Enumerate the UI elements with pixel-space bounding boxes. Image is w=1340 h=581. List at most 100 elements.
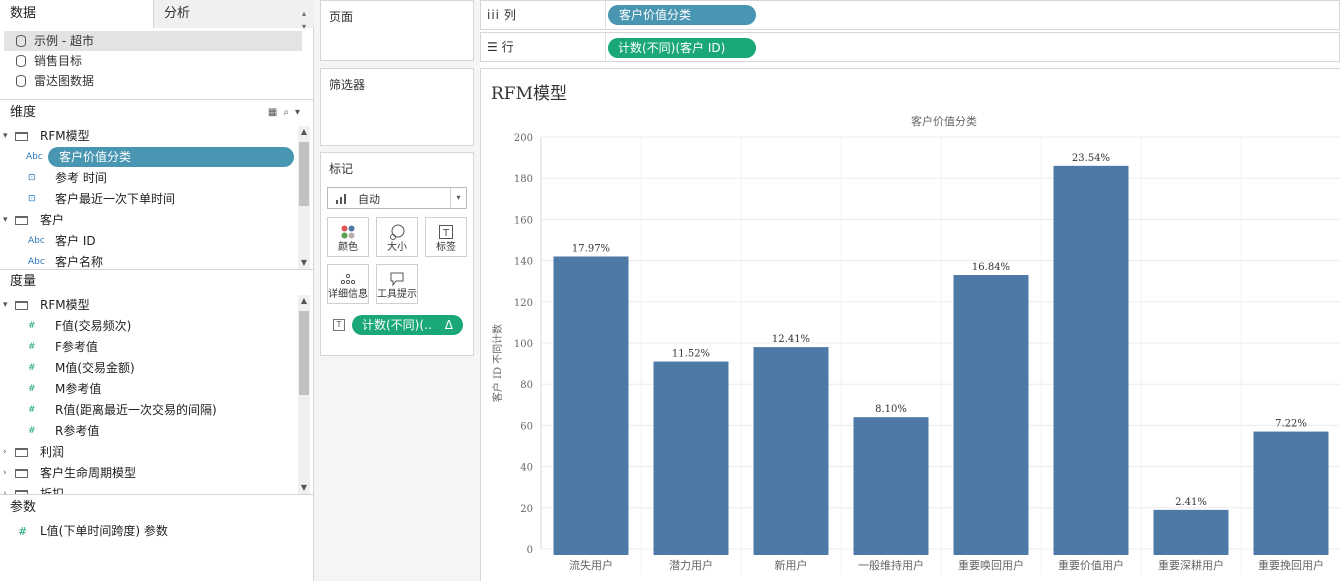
dropdown-arrow-icon[interactable]: ▾ [450, 188, 466, 208]
y-tick-label: 20 [520, 504, 533, 515]
tab-analysis[interactable]: 分析 ▴ ▾ [153, 0, 314, 31]
divider [0, 269, 314, 270]
search-icon[interactable]: ⌕ [283, 107, 295, 118]
measure-m-reference[interactable]: # M参考值 [0, 379, 298, 400]
label-label: 标签 [436, 242, 456, 253]
folder-label: RFM模型 [40, 298, 90, 312]
label-button[interactable]: T 标签 [425, 217, 467, 257]
tooltip-icon [390, 272, 404, 287]
field-customer-name[interactable]: Abc 客户名称 [0, 252, 298, 269]
scroll-thumb[interactable] [299, 311, 309, 395]
marks-title: 标记 [329, 162, 354, 176]
rows-pill[interactable]: 计数(不同)(客户 ID) [608, 38, 756, 58]
expand-caret-icon[interactable]: ▾ [3, 300, 8, 310]
bar [653, 361, 729, 555]
bar [1153, 509, 1229, 555]
collapse-caret-icon[interactable]: › [3, 489, 7, 494]
color-button[interactable]: 颜色 [327, 217, 369, 257]
text-label-icon: T [439, 225, 453, 239]
data-pane: 数据 分析 ▴ ▾ 示例 - 超市 销售目标 雷达图数据 维度 ▦⌕▾ ▾ RFM… [0, 0, 314, 581]
y-tick-label: 80 [520, 380, 533, 391]
sort-arrows-icon[interactable]: ▴ ▾ [301, 9, 306, 31]
folder-rfm-measures[interactable]: ▾ RFM模型 [0, 295, 298, 316]
folder-label: 折扣 [40, 487, 65, 494]
delta-icon: Δ [444, 318, 453, 332]
measure-f-reference[interactable]: # F参考值 [0, 337, 298, 358]
date-field-icon: ⊡ [28, 173, 36, 183]
y-tick-label: 200 [514, 133, 533, 144]
measure-field-icon: # [28, 426, 36, 436]
divider [0, 99, 314, 100]
folder-icon [15, 490, 28, 494]
size-button[interactable]: 大小 [376, 217, 418, 257]
bar-data-label: 23.54% [1072, 153, 1110, 164]
datasource-item[interactable]: 示例 - 超市 [4, 31, 302, 51]
mark-field-pill[interactable]: 计数(不同)(.. Δ [352, 315, 463, 335]
collapse-caret-icon[interactable]: › [3, 468, 7, 478]
datasource-item[interactable]: 销售目标 [4, 51, 302, 71]
columns-shelf[interactable]: iii 列 客户价值分类 [480, 0, 1340, 30]
folder-discount[interactable]: › 折扣 [0, 484, 298, 494]
folder-profit[interactable]: › 利润 [0, 442, 298, 463]
folder-label: 客户生命周期模型 [40, 466, 137, 480]
collapse-caret-icon[interactable]: › [3, 447, 7, 457]
y-tick-label: 180 [514, 174, 533, 185]
pages-card[interactable]: 页面 [320, 0, 474, 61]
menu-dropdown-icon[interactable]: ▾ [294, 107, 306, 118]
datasource-item[interactable]: 雷达图数据 [4, 71, 302, 91]
scroll-up-icon[interactable]: ▲ [300, 296, 308, 305]
tab-data[interactable]: 数据 [0, 0, 153, 28]
y-tick-label: 140 [514, 257, 533, 268]
measures-title: 度量 [10, 274, 37, 289]
detail-button[interactable]: 详细信息 [327, 264, 369, 304]
color-label: 颜色 [338, 242, 358, 253]
cards-pane: 页面 筛选器 标记 自动 ▾ 颜色 大小 T [314, 0, 480, 581]
tooltip-button[interactable]: 工具提示 [376, 264, 418, 304]
measure-m-value[interactable]: # M值(交易金额) [0, 358, 298, 379]
detail-icon [340, 273, 356, 285]
measure-field-icon: # [28, 321, 36, 331]
bar-data-label: 17.97% [572, 243, 610, 254]
expand-caret-icon[interactable]: ▾ [3, 131, 8, 141]
folder-customer[interactable]: ▾ 客户 [0, 210, 298, 231]
grid-view-icon[interactable]: ▦ [267, 107, 284, 118]
filters-card[interactable]: 筛选器 [320, 68, 474, 146]
field-label: M值(交易金额) [55, 361, 135, 375]
y-tick-label: 100 [514, 339, 533, 350]
bar-data-label: 12.41% [772, 334, 810, 345]
measure-f-value[interactable]: # F值(交易频次) [0, 316, 298, 337]
field-reference-time[interactable]: ⊡ 参考 时间 [0, 168, 298, 189]
bar [953, 275, 1029, 555]
parameter-l-value[interactable]: # L值(下单时间跨度) 参数 [0, 521, 298, 542]
bar [753, 347, 829, 555]
y-tick-label: 120 [514, 298, 533, 309]
parameter-label: L值(下单时间跨度) 参数 [40, 524, 168, 538]
scroll-down-icon[interactable]: ▼ [300, 483, 308, 492]
field-last-order-time[interactable]: ⊡ 客户最近一次下单时间 [0, 189, 298, 210]
measures-scrollbar[interactable]: ▲ ▼ [298, 295, 310, 494]
expand-caret-icon[interactable]: ▾ [3, 215, 8, 225]
folder-open-icon [15, 132, 28, 141]
measure-field-icon: # [28, 363, 36, 373]
scroll-up-icon[interactable]: ▲ [300, 127, 308, 136]
rows-shelf[interactable]: ☰ 行 计数(不同)(客户 ID) [480, 32, 1340, 62]
x-tick-label: 重要价值用户 [1058, 558, 1124, 572]
bar [1053, 165, 1129, 555]
scroll-down-icon[interactable]: ▼ [300, 258, 308, 267]
rows-shelf-label: ☰ 行 [487, 33, 514, 61]
field-pill-customer-segment[interactable]: 客户价值分类 [48, 147, 294, 167]
dimensions-scrollbar[interactable]: ▲ ▼ [298, 126, 310, 269]
columns-pill[interactable]: 客户价值分类 [608, 5, 756, 25]
folder-rfm-dimensions[interactable]: ▾ RFM模型 [0, 126, 298, 147]
mark-type-dropdown[interactable]: 自动 ▾ [327, 187, 467, 209]
folder-lifecycle[interactable]: › 客户生命周期模型 [0, 463, 298, 484]
field-label: 客户最近一次下单时间 [55, 192, 176, 206]
measure-r-reference[interactable]: # R参考值 [0, 421, 298, 442]
columns-shelf-label: iii 列 [487, 1, 516, 29]
measure-r-value[interactable]: # R值(距离最近一次交易的间隔) [0, 400, 298, 421]
folder-label: 客户 [40, 213, 65, 227]
string-field-icon: Abc [26, 152, 43, 162]
scroll-thumb[interactable] [299, 142, 309, 206]
tooltip-label: 工具提示 [377, 289, 417, 300]
field-customer-id[interactable]: Abc 客户 ID [0, 231, 298, 252]
